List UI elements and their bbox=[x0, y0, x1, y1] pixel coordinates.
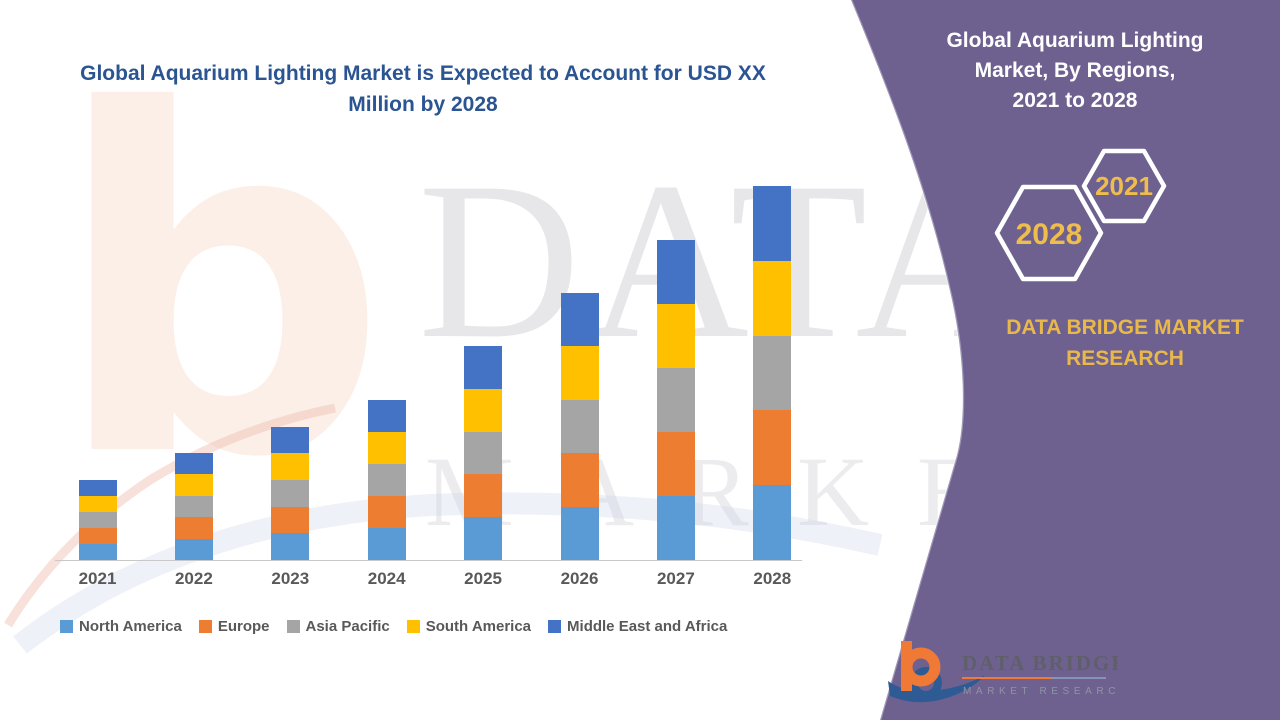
bar-segment-2021-asia-pacific bbox=[78, 512, 117, 528]
bar-2024 bbox=[367, 399, 406, 560]
bar-segment-2028-asia-pacific bbox=[753, 335, 792, 411]
x-axis-label-2027: 2027 bbox=[656, 569, 695, 588]
bar-segment-2025-south-america bbox=[464, 388, 503, 432]
bar-segment-2027-europe bbox=[656, 431, 695, 496]
bar-segment-2022-north-america bbox=[174, 538, 213, 560]
legend-swatch-icon bbox=[548, 620, 562, 633]
x-axis-line bbox=[55, 560, 802, 561]
bar-2028 bbox=[753, 186, 792, 560]
legend-item-middle-east-and-africa: Middle East and Africa bbox=[548, 618, 727, 635]
bar-segment-2021-north-america bbox=[78, 544, 117, 560]
bar-segment-2028-south-america bbox=[753, 260, 792, 336]
hexagon-2021-label: 2021 bbox=[1095, 171, 1153, 201]
logo-b-icon bbox=[888, 641, 985, 703]
bar-segment-2026-south-america bbox=[560, 346, 599, 400]
bar-segment-2022-asia-pacific bbox=[174, 495, 213, 518]
bar-segment-2027-south-america bbox=[656, 303, 695, 368]
bar-segment-2027-asia-pacific bbox=[656, 367, 695, 432]
x-axis-label-2028: 2028 bbox=[753, 569, 792, 588]
legend-item-south-america: South America bbox=[406, 618, 532, 635]
legend-swatch-icon bbox=[198, 620, 212, 633]
bar-segment-2021-europe bbox=[78, 528, 117, 544]
panel-title-line3: 2021 to 2028 bbox=[1012, 89, 1138, 112]
bar-segment-2024-middle-east-and-africa bbox=[367, 399, 406, 432]
logo-tagline: MARKET RESEARCH bbox=[963, 686, 1118, 697]
bar-segment-2021-middle-east-and-africa bbox=[78, 480, 117, 496]
bar-segment-2023-europe bbox=[271, 506, 310, 534]
bar-segment-2025-middle-east-and-africa bbox=[464, 346, 503, 389]
legend-label: Middle East and Africa bbox=[567, 618, 728, 635]
dbmr-logo: DATA BRIDGE MARKET RESEARCH bbox=[888, 641, 1118, 703]
legend-swatch-icon bbox=[286, 620, 300, 633]
x-axis-label-2026: 2026 bbox=[560, 569, 599, 588]
bar-segment-2025-asia-pacific bbox=[464, 431, 503, 475]
plot-area bbox=[55, 170, 801, 560]
bar-segment-2022-middle-east-and-africa bbox=[174, 453, 213, 475]
legend-label: South America bbox=[425, 618, 532, 635]
x-axis-label-2023: 2023 bbox=[271, 569, 310, 588]
bar-segment-2022-europe bbox=[174, 517, 213, 539]
chart-legend: North America Europe Asia Pacific South Ame… bbox=[60, 618, 840, 635]
bar-segment-2028-north-america bbox=[753, 485, 792, 560]
bar-segment-2028-middle-east-and-africa bbox=[753, 186, 792, 261]
legend-label: Europe bbox=[217, 618, 270, 635]
hexagon-2028-label: 2028 bbox=[1016, 218, 1083, 251]
bar-segment-2023-middle-east-and-africa bbox=[271, 426, 310, 454]
year-hexagons: 2021 2028 bbox=[994, 148, 1167, 282]
bar-segment-2026-middle-east-and-africa bbox=[560, 293, 599, 347]
chart-title: Global Aquarium Lighting Market is Expec… bbox=[48, 58, 798, 120]
bar-segment-2025-europe bbox=[464, 474, 503, 518]
hexagon-2021-icon: 2021 bbox=[1081, 148, 1167, 224]
bar-segment-2023-north-america bbox=[271, 533, 310, 560]
bar-segment-2023-asia-pacific bbox=[271, 479, 310, 507]
legend-label: Asia Pacific bbox=[305, 618, 390, 635]
legend-label: North America bbox=[79, 618, 182, 635]
bar-2026 bbox=[560, 293, 599, 560]
bar-segment-2027-middle-east-and-africa bbox=[656, 239, 695, 304]
legend-swatch-icon bbox=[60, 620, 73, 633]
bar-segment-2028-europe bbox=[753, 410, 792, 486]
logo-name: DATA BRIDGE bbox=[962, 651, 1118, 675]
bar-segment-2024-north-america bbox=[367, 527, 406, 560]
panel-title-line2: Market, By Regions, bbox=[974, 59, 1176, 82]
bar-segment-2022-south-america bbox=[174, 474, 213, 496]
bar-segment-2021-south-america bbox=[78, 496, 117, 512]
chart-title-line2: USD XX Million by 2028 bbox=[348, 62, 766, 116]
bar-segment-2026-north-america bbox=[560, 506, 599, 560]
x-axis-label-2022: 2022 bbox=[174, 569, 213, 588]
panel-brand-text: DATA BRIDGE MARKET RESEARCH bbox=[1006, 316, 1244, 370]
bar-2022 bbox=[174, 453, 213, 560]
x-axis-labels: 2021 2022 2023 2024 2025 2026 2027 2028 bbox=[55, 569, 801, 593]
panel-title: Global Aquarium Lighting Market, By Regi… bbox=[925, 26, 1225, 116]
bar-2023 bbox=[271, 426, 310, 560]
bar-2021 bbox=[78, 480, 117, 560]
bar-segment-2024-asia-pacific bbox=[367, 463, 406, 496]
x-axis-label-2025: 2025 bbox=[464, 569, 502, 588]
bar-segment-2024-europe bbox=[367, 495, 406, 528]
bar-segment-2026-europe bbox=[560, 453, 599, 507]
bar-2025 bbox=[464, 346, 503, 560]
legend-item-asia-pacific: Asia Pacific bbox=[286, 618, 390, 635]
bar-2027 bbox=[656, 239, 695, 560]
x-axis-label-2024: 2024 bbox=[367, 569, 406, 588]
hexagon-2028-icon: 2028 bbox=[994, 184, 1104, 282]
bar-segment-2024-south-america bbox=[367, 431, 406, 464]
panel-title-line1: Global Aquarium Lighting bbox=[946, 29, 1204, 52]
bar-segment-2025-north-america bbox=[464, 517, 503, 560]
bar-segment-2027-north-america bbox=[656, 495, 695, 560]
bar-segment-2023-south-america bbox=[271, 453, 310, 480]
chart-title-line1: Global Aquarium Lighting Market is Expec… bbox=[80, 62, 682, 85]
legend-swatch-icon bbox=[406, 620, 420, 633]
bar-segment-2026-asia-pacific bbox=[560, 399, 599, 454]
legend-item-europe: Europe bbox=[198, 618, 270, 635]
x-axis-label-2021: 2021 bbox=[78, 569, 117, 588]
legend-item-north-america: North America bbox=[60, 618, 182, 635]
